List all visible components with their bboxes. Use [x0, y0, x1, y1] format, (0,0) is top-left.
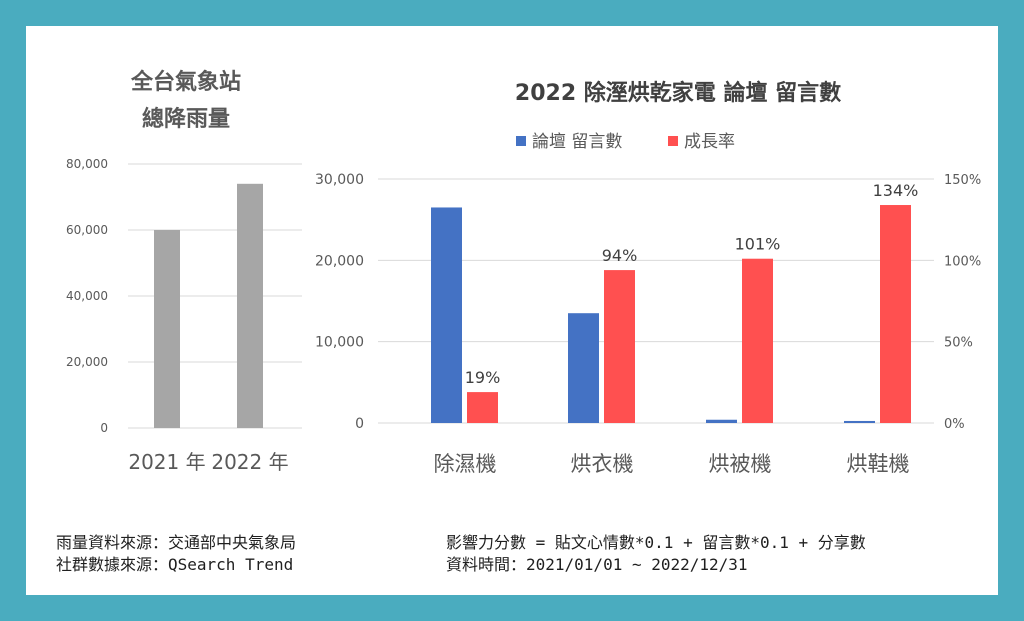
comments-y-right-tick-label: 0% — [944, 417, 965, 432]
rain-source-note: 雨量資料來源：交通部中央氣象局 — [56, 533, 297, 552]
legend-label-comments: 論壇 留言數 — [532, 132, 622, 152]
legend-label-growth: 成長率 — [684, 132, 735, 152]
rain-y-tick-label: 40,000 — [66, 289, 108, 303]
growth-bar — [604, 270, 635, 423]
growth-data-label: 19% — [465, 368, 501, 387]
comments-x-tick-label: 烘被機 — [709, 452, 772, 476]
comments-y-left-tick-label: 10,000 — [315, 335, 364, 351]
rain-y-tick-label: 80,000 — [66, 157, 108, 171]
formula-note: 影響力分數 = 貼文心情數*0.1 + 留言數*0.1 + 分享數 — [446, 533, 866, 552]
comments-y-left-tick-label: 30,000 — [315, 172, 364, 188]
rain-bar — [154, 230, 180, 428]
legend-swatch-growth — [668, 136, 678, 146]
comments-x-tick-label: 烘衣機 — [571, 452, 634, 476]
comments-y-right-tick-label: 100% — [944, 254, 981, 269]
comments-bar — [706, 419, 737, 423]
legend-swatch-comments — [516, 136, 526, 146]
growth-bar — [467, 392, 498, 423]
comments-chart-title: 2022 除溼烘乾家電 論壇 留言數 — [515, 80, 841, 106]
rain-y-tick-label: 0 — [100, 421, 108, 435]
comments-y-right-tick-label: 150% — [944, 173, 981, 188]
rain-y-tick-label: 20,000 — [66, 355, 108, 369]
comments-bar — [431, 207, 462, 423]
comments-x-tick-label: 除濕機 — [434, 452, 497, 476]
rain-x-tick-label: 2021 年 — [128, 450, 205, 474]
rain-chart-title: 全台氣象站 — [130, 69, 241, 95]
growth-data-label: 101% — [735, 235, 781, 254]
social-source-note: 社群數據來源：QSearch Trend — [56, 555, 294, 574]
growth-data-label: 94% — [602, 246, 638, 265]
rain-bar — [237, 183, 263, 428]
comments-bar — [844, 420, 875, 423]
period-note: 資料時間：2021/01/01 ~ 2022/12/31 — [446, 555, 748, 574]
rain-chart-title: 總降雨量 — [142, 106, 230, 132]
rain-x-tick-label: 2022 年 — [211, 450, 288, 474]
growth-data-label: 134% — [873, 181, 919, 200]
growth-bar — [880, 205, 911, 423]
rain-y-tick-label: 60,000 — [66, 223, 108, 237]
comments-y-left-tick-label: 20,000 — [315, 253, 364, 269]
growth-bar — [742, 258, 773, 423]
comments-x-tick-label: 烘鞋機 — [847, 452, 910, 476]
comments-y-left-tick-label: 0 — [355, 416, 364, 432]
comments-y-right-tick-label: 50% — [944, 336, 973, 351]
comments-bar — [568, 313, 599, 423]
chart-panel: 全台氣象站總降雨量 0 20,000 40,000 60,000 80,000 2021 年… — [26, 26, 998, 595]
